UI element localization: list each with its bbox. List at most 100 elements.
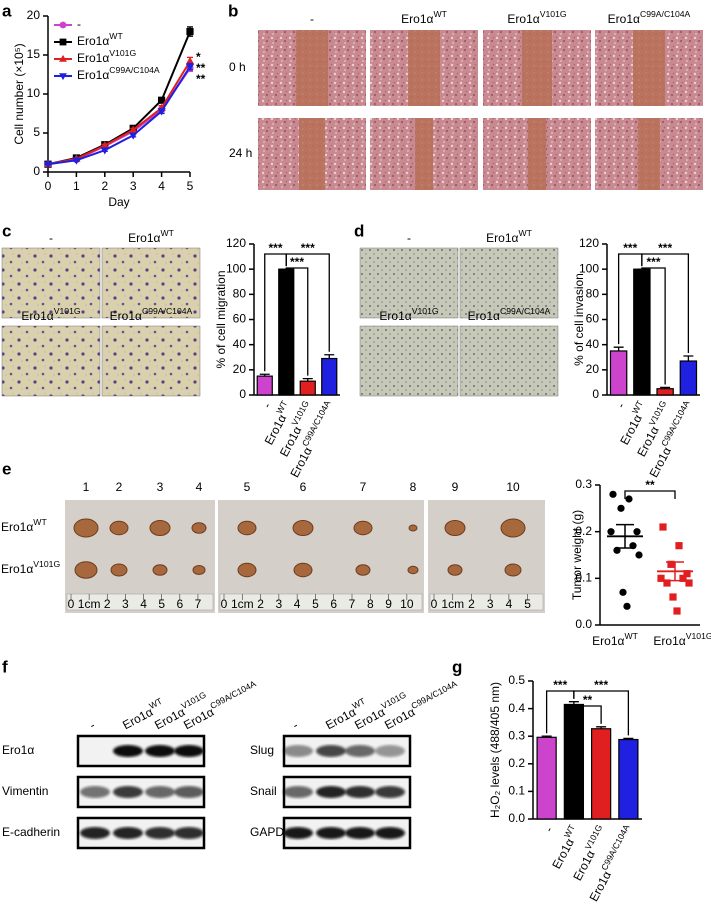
micrograph	[359, 325, 459, 397]
y-tick-label: 120	[579, 236, 599, 250]
ruler-label: 3	[487, 597, 494, 611]
label-text: Ero1α	[77, 68, 109, 82]
tumor	[152, 564, 168, 576]
bar	[679, 360, 698, 396]
blot-band	[345, 786, 375, 798]
row-label: 24 h	[229, 146, 252, 160]
tumor	[407, 565, 419, 575]
significance-bracket	[573, 705, 602, 724]
data-point	[663, 579, 671, 587]
condition-label: Ero1αWT	[486, 228, 532, 245]
lane-number: 2	[116, 480, 123, 494]
label-superscript: C99A/C104A	[599, 823, 632, 872]
ruler-label: 2	[104, 597, 111, 611]
condition-label: Ero1αC99A/C104A	[77, 65, 160, 82]
y-tick-label: 20	[233, 362, 247, 376]
data-point	[100, 141, 109, 149]
ruler-label: 2	[257, 597, 264, 611]
condition-label: Ero1αV101G	[379, 306, 438, 323]
label-superscript: WT	[160, 228, 174, 238]
micrograph	[101, 247, 201, 319]
blot-band	[316, 745, 346, 757]
label-text: Ero1α	[549, 836, 577, 871]
ruler-label: 8	[367, 597, 374, 611]
x-tick-label: 5	[187, 179, 194, 193]
y-tick-label: 120	[226, 236, 246, 250]
data-point	[673, 607, 681, 615]
label-superscript: V101G	[33, 559, 60, 569]
y-tick-label: 40	[233, 337, 247, 351]
scratch-area	[633, 30, 665, 106]
legend-marker	[59, 73, 67, 81]
x-tick-label: 4	[158, 179, 165, 193]
label-superscript: WT	[109, 31, 123, 41]
micrograph	[459, 325, 559, 397]
label-superscript: WT	[630, 398, 645, 415]
significance-label: ***	[290, 255, 304, 269]
label-superscript: WT	[33, 517, 47, 527]
y-axis-label: H₂O₂ levels (488/405 nm)	[488, 682, 502, 818]
condition-label: -	[87, 718, 97, 732]
panel-letter: e	[2, 459, 11, 478]
tumor	[504, 563, 522, 577]
data-point	[667, 560, 675, 568]
y-tick-label: 60	[233, 312, 247, 326]
y-tick-label: 10	[27, 86, 41, 100]
x-tick-label: 2	[101, 179, 108, 193]
ruler-label: 0	[221, 597, 228, 611]
blot-band	[375, 827, 405, 839]
condition-label: Ero1αC99A/C104A	[608, 9, 691, 26]
condition-label: Ero1αWT	[128, 228, 174, 245]
tumor	[110, 563, 128, 577]
data-point	[679, 574, 687, 582]
significance-label: ***	[646, 255, 660, 269]
data-point	[186, 28, 194, 36]
lane-number: 9	[452, 480, 459, 494]
data-point	[129, 132, 138, 140]
condition-label: Ero1αV101G	[653, 631, 711, 648]
micrograph	[1, 247, 101, 319]
label-superscript: C99A/C104A	[109, 65, 160, 75]
significance-label: **	[196, 61, 206, 75]
lane-number: 7	[360, 480, 367, 494]
blot-band	[375, 786, 405, 798]
y-tick-label: 80	[233, 287, 247, 301]
bar	[536, 736, 557, 820]
data-point	[619, 588, 627, 596]
label-superscript: WT	[147, 696, 164, 711]
y-axis-label: Tumor weight (g)	[570, 510, 584, 600]
ruler-label: 10	[400, 597, 414, 611]
y-tick-label: 0.2	[508, 756, 525, 770]
tumor	[73, 518, 99, 538]
bar	[278, 268, 295, 396]
y-tick-label: 100	[579, 261, 599, 275]
data-point	[43, 161, 53, 169]
error-bar	[302, 377, 313, 382]
blot-label: Slug	[250, 743, 274, 757]
error-bar	[596, 726, 607, 729]
label-text: Ero1α	[77, 34, 109, 48]
ruler-label: 5	[312, 597, 319, 611]
micrograph	[1, 325, 101, 397]
tumor	[192, 565, 206, 575]
error-bar	[568, 701, 579, 705]
data-point	[617, 504, 625, 512]
data-point	[675, 542, 683, 550]
label-text: Ero1α	[401, 12, 433, 26]
ruler-label: 9	[385, 597, 392, 611]
data-point	[185, 63, 195, 72]
blot-label: E-cadherin	[2, 825, 60, 839]
label-text: Ero1α	[592, 634, 624, 648]
significance-label: ***	[301, 241, 315, 255]
data-point	[609, 490, 617, 498]
panel-letter: c	[2, 221, 11, 240]
blot-band	[316, 786, 346, 798]
label-text: Ero1α	[653, 634, 685, 648]
error-bar	[683, 355, 694, 362]
micrograph	[101, 325, 201, 397]
significance-bracket	[285, 253, 330, 352]
lane-number: 8	[410, 480, 417, 494]
condition-label: Ero1αWT	[592, 631, 638, 648]
blot-band	[174, 827, 204, 839]
panel-letter: b	[228, 1, 238, 20]
